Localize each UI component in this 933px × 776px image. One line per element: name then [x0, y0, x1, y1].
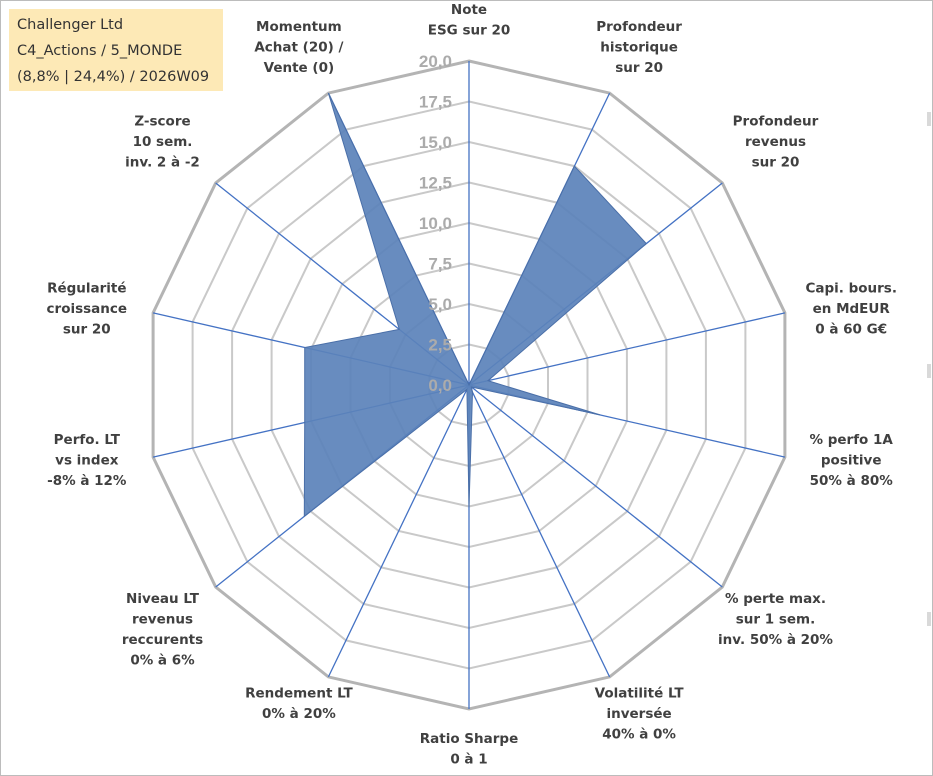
axis-label-line: vs index — [55, 452, 119, 468]
axis-label-line: ESG sur 20 — [428, 23, 511, 39]
axis-label: Rendement LT 0% à 20% — [245, 685, 353, 722]
axis-label: Ratio Sharpe 0 à 1 — [420, 731, 518, 768]
tick-label: 2,5 — [428, 336, 452, 355]
axis-spoke — [468, 384, 723, 588]
axis-label: Profondeur revenus sur 20 — [733, 114, 819, 171]
axis-label: Perfo. LT vs index -8% à 12% — [47, 432, 127, 489]
axis-label-line: 40% à 0% — [602, 726, 676, 742]
tick-label: 12,5 — [419, 174, 452, 193]
axis-label-line: en MdEUR — [813, 301, 891, 317]
axis-label-line: revenus — [132, 612, 193, 628]
scroll-marker — [927, 612, 931, 626]
axis-label: Niveau LT revenus reccurents 0% à 6% — [122, 591, 203, 669]
axis-label-line: 0% à 20% — [262, 706, 336, 722]
axis-label-line: Régularité — [47, 281, 126, 297]
axis-label-line: 10 sem. — [133, 134, 193, 150]
axis-label-line: 0 à 1 — [450, 752, 487, 768]
axis-label: Note ESG sur 20 — [428, 2, 511, 39]
axis-label-line: historique — [600, 40, 678, 56]
axis-label-line: reccurents — [122, 632, 203, 648]
tick-label: 5,0 — [428, 295, 452, 314]
chart-title-box: Challenger Ltd C4_Actions / 5_MONDE (8,8… — [9, 9, 223, 91]
axis-label-line: positive — [821, 452, 882, 468]
scroll-marker — [927, 364, 931, 378]
series-area — [303, 92, 648, 518]
axis-label-line: 0% à 6% — [130, 653, 195, 669]
axis-label-line: inv. 2 à -2 — [125, 155, 200, 171]
axis-label: % perfo 1A positive 50% à 80% — [809, 432, 893, 489]
axis-label: Régularité croissance sur 20 — [47, 281, 128, 338]
performance-stats: (8,8% | 24,4%) / 2026W09 — [17, 69, 210, 85]
axis-label-line: Vente (0) — [264, 60, 335, 76]
tick-label: 15,0 — [419, 133, 452, 152]
tick-label: 7,5 — [428, 255, 452, 274]
axis-label: Z-score 10 sem. inv. 2 à -2 — [125, 114, 200, 171]
axis-label: Volatilité LT inversée 40% à 0% — [595, 685, 685, 742]
company-name: Challenger Ltd — [17, 17, 124, 33]
axis-label-line: Capi. bours. — [805, 281, 897, 297]
tick-label: 17,5 — [419, 93, 452, 112]
axis-spoke — [327, 384, 470, 678]
axis-label-line: revenus — [745, 134, 806, 150]
axis-label-line: Volatilité LT — [595, 685, 685, 701]
axis-label-line: Profondeur — [733, 114, 819, 130]
labels-layer: Note ESG sur 20 Profondeur historique sur 20… — [47, 2, 897, 768]
axis-label: Profondeur historique sur 20 — [596, 19, 682, 76]
axis-label-line: 0 à 60 G€ — [815, 322, 887, 338]
axis-label-line: 50% à 80% — [810, 473, 894, 489]
axis-label-line: Momentum — [256, 19, 342, 35]
tick-label: 0,0 — [428, 376, 452, 395]
axis-label-line: Z-score — [134, 114, 190, 130]
axis-label-line: sur 20 — [752, 155, 800, 171]
axis-label-line: Perfo. LT — [54, 432, 121, 448]
axis-label: Momentum Achat (20) / Vente (0) — [254, 19, 343, 76]
portfolio-name: C4_Actions / 5_MONDE — [17, 43, 183, 59]
scroll-marker — [927, 112, 931, 126]
axis-label: Capi. bours. en MdEUR 0 à 60 G€ — [805, 281, 897, 338]
axis-label-line: inversée — [606, 706, 671, 722]
axis-spoke — [468, 312, 786, 386]
ticks-layer: 0,0 2,5 5,0 7,5 10,0 12,5 15,0 17,5 20,0 — [419, 52, 452, 395]
axis-label-line: sur 1 sem. — [736, 612, 815, 628]
axis-label-line: Note — [451, 2, 487, 18]
tick-label: 10,0 — [419, 214, 452, 233]
axis-label-line: Profondeur — [596, 19, 682, 35]
axis-label-line: Achat (20) / — [254, 40, 343, 56]
axis-label-line: % perfo 1A — [809, 432, 893, 448]
axis-label-line: Rendement LT — [245, 685, 353, 701]
axis-label-line: Niveau LT — [126, 591, 200, 607]
series-layer — [303, 92, 648, 518]
axis-label-line: inv. 50% à 20% — [718, 632, 833, 648]
axis-label-line: croissance — [47, 301, 128, 317]
axis-label-line: sur 20 — [615, 60, 663, 76]
axis-label-line: -8% à 12% — [47, 473, 127, 489]
tick-label: 20,0 — [419, 52, 452, 71]
axis-label-line: Ratio Sharpe — [420, 731, 518, 747]
axis-label-line: sur 20 — [63, 322, 111, 338]
axis-label-line: % perte max. — [725, 591, 826, 607]
axis-label: % perte max. sur 1 sem. inv. 50% à 20% — [718, 591, 833, 648]
axis-spoke — [468, 384, 611, 678]
